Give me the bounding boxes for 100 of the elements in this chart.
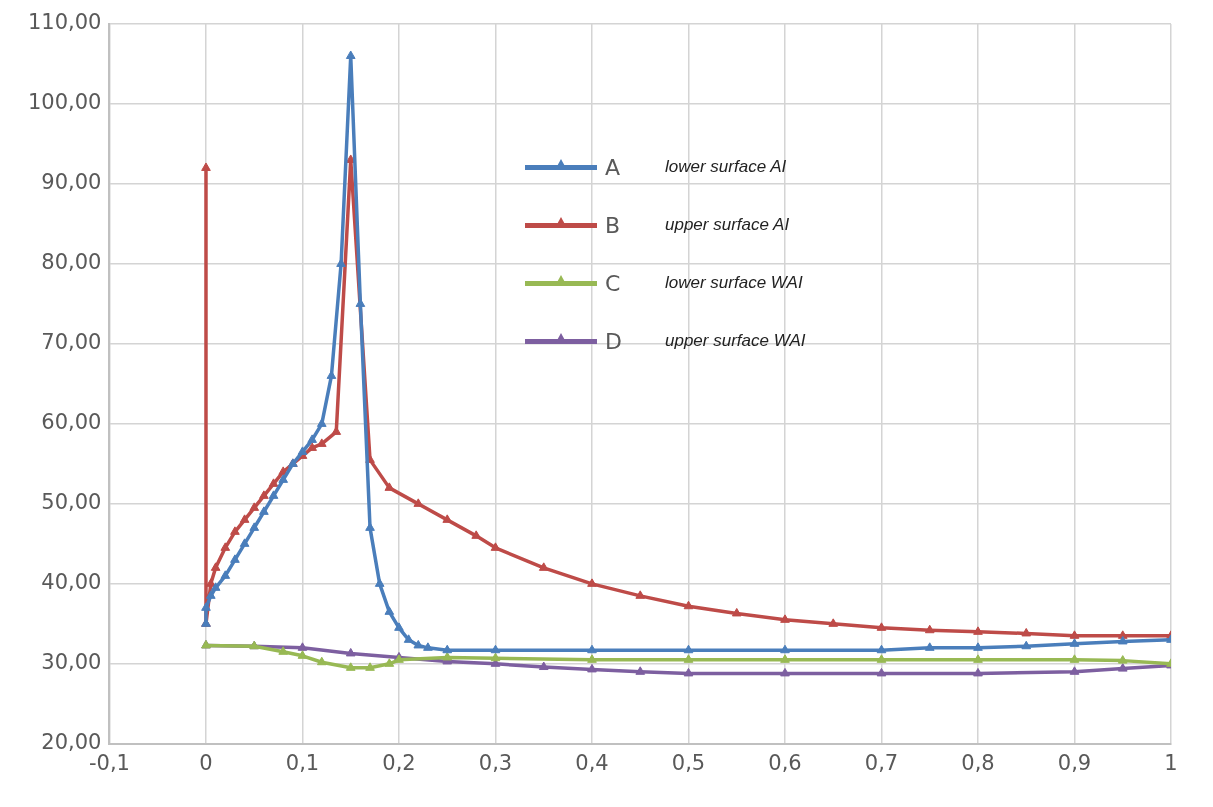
point — [587, 578, 597, 587]
y-tick-label: 30,00 — [41, 650, 102, 675]
point — [635, 666, 646, 675]
point — [230, 554, 240, 563]
point — [220, 542, 231, 551]
point — [1021, 640, 1032, 650]
x-tick-label: 0,5 — [671, 750, 706, 775]
point — [973, 667, 983, 677]
point — [924, 642, 935, 651]
point — [1117, 655, 1128, 664]
point — [249, 502, 260, 511]
y-tick-label: 110,00 — [28, 10, 102, 35]
point — [1069, 638, 1080, 647]
point — [316, 418, 327, 427]
point — [587, 663, 597, 673]
point — [307, 434, 317, 443]
point — [683, 667, 694, 677]
point — [635, 590, 646, 599]
point — [220, 570, 231, 579]
x-tick-label: 0,3 — [478, 750, 513, 775]
x-tick-label: 0,2 — [382, 750, 416, 775]
point — [316, 656, 327, 666]
point — [230, 526, 240, 535]
point — [490, 652, 501, 662]
x-tick-label: 0,4 — [575, 750, 609, 775]
point — [403, 634, 414, 643]
point — [780, 654, 790, 663]
point — [924, 624, 935, 634]
legend-label: D — [605, 328, 623, 354]
point — [780, 644, 790, 654]
point — [201, 162, 211, 171]
point — [442, 651, 453, 661]
point — [973, 626, 983, 635]
x-tick-label: 0,6 — [768, 750, 802, 775]
point — [1021, 627, 1032, 637]
point — [973, 642, 983, 651]
point — [490, 644, 501, 654]
point — [210, 562, 221, 571]
annotation: lower surface WAI — [665, 273, 803, 293]
point — [538, 562, 549, 571]
point — [538, 661, 549, 671]
point — [1117, 663, 1128, 672]
point — [345, 50, 356, 59]
point — [683, 654, 694, 663]
y-tick-label: 50,00 — [41, 490, 102, 515]
x-tick-label: 0 — [199, 750, 213, 775]
x-tick-label: 0,1 — [285, 750, 320, 775]
point — [587, 644, 597, 654]
point — [374, 578, 385, 587]
point — [384, 658, 395, 667]
point — [1069, 630, 1080, 639]
point — [413, 639, 424, 649]
point — [1069, 654, 1080, 663]
point — [278, 474, 289, 483]
annotation: lower surface AI — [665, 157, 787, 177]
point — [239, 514, 250, 523]
point — [731, 607, 742, 617]
point — [780, 667, 790, 677]
x-tick-label: 0,7 — [864, 750, 899, 775]
point — [683, 644, 694, 654]
point — [259, 490, 269, 499]
point — [683, 600, 694, 610]
legend-label: B — [605, 212, 622, 238]
point — [876, 622, 887, 631]
point — [876, 667, 887, 677]
annotation: upper surface AI — [665, 215, 790, 235]
annotation: upper surface WAI — [665, 331, 806, 351]
point — [297, 446, 308, 455]
point — [973, 654, 983, 663]
y-tick-label: 80,00 — [41, 250, 102, 275]
point — [345, 662, 356, 671]
x-tick-label: 0,9 — [1057, 750, 1092, 775]
point — [394, 622, 404, 631]
point — [249, 522, 260, 531]
point — [307, 442, 317, 451]
point — [297, 642, 308, 651]
point — [1117, 635, 1128, 645]
point — [1069, 666, 1080, 675]
legend-label: A — [605, 154, 622, 180]
point — [442, 644, 453, 654]
point — [876, 654, 887, 663]
point — [210, 582, 221, 591]
point — [780, 614, 790, 623]
point — [384, 606, 395, 615]
legend-label: C — [605, 270, 622, 296]
point — [278, 646, 289, 655]
point — [345, 647, 356, 657]
y-tick-label: 100,00 — [28, 90, 102, 115]
point — [876, 644, 887, 654]
y-tick-label: 90,00 — [41, 170, 102, 195]
y-tick-label: 70,00 — [41, 330, 102, 355]
point — [259, 506, 269, 515]
point — [268, 478, 279, 487]
point — [828, 618, 839, 627]
x-tick-label: 0,8 — [961, 750, 995, 775]
point — [587, 654, 597, 663]
y-tick-label: 60,00 — [41, 410, 102, 435]
x-tick-label: 1 — [1164, 750, 1178, 775]
point — [205, 590, 216, 599]
point — [365, 662, 375, 671]
